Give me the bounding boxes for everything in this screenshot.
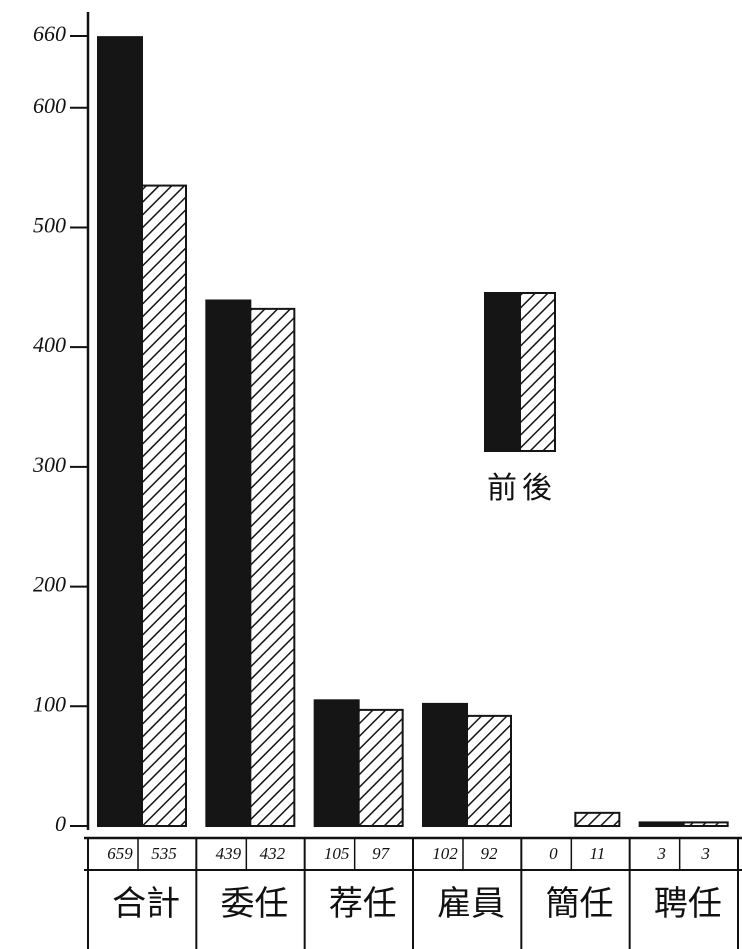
bar bbox=[638, 821, 685, 827]
y-tick-label: 300 bbox=[32, 452, 66, 477]
bar bbox=[357, 708, 404, 828]
bar bbox=[141, 184, 187, 827]
value-label: 97 bbox=[372, 844, 391, 863]
value-label: 0 bbox=[549, 844, 558, 863]
category-label: 雇員 bbox=[437, 884, 505, 924]
value-label: 105 bbox=[324, 844, 350, 863]
value-label: 535 bbox=[151, 844, 177, 863]
bar bbox=[422, 702, 468, 828]
legend-label: 前 bbox=[487, 471, 517, 506]
bar bbox=[249, 307, 296, 827]
bar bbox=[313, 699, 360, 828]
value-label: 439 bbox=[216, 844, 242, 863]
legend-swatch bbox=[519, 292, 556, 452]
y-tick-label: 100 bbox=[33, 691, 66, 716]
bar bbox=[682, 821, 729, 827]
y-tick-label: 200 bbox=[33, 572, 66, 597]
category-label: 委任 bbox=[221, 884, 289, 924]
bar bbox=[466, 714, 512, 828]
y-tick-label: 660 bbox=[33, 21, 66, 46]
legend-label: 後 bbox=[522, 471, 552, 506]
y-tick-label: 400 bbox=[33, 332, 66, 357]
legend-swatch bbox=[484, 292, 521, 452]
category-label: 簡任 bbox=[546, 884, 614, 924]
bar bbox=[574, 811, 621, 827]
value-label: 3 bbox=[700, 844, 710, 863]
category-label: 荐任 bbox=[329, 884, 397, 924]
bar bbox=[205, 299, 252, 828]
y-tick-label: 600 bbox=[33, 93, 66, 118]
value-label: 432 bbox=[260, 844, 286, 863]
value-label: 3 bbox=[656, 844, 666, 863]
y-tick-label: 500 bbox=[33, 213, 66, 238]
value-label: 92 bbox=[481, 844, 499, 863]
category-label: 合計 bbox=[112, 884, 180, 924]
value-label: 102 bbox=[432, 844, 458, 863]
value-label: 659 bbox=[107, 844, 133, 863]
category-label: 聘任 bbox=[654, 884, 722, 924]
bar bbox=[97, 36, 143, 827]
y-tick-label: 0 bbox=[55, 811, 66, 836]
value-label: 11 bbox=[589, 844, 605, 863]
